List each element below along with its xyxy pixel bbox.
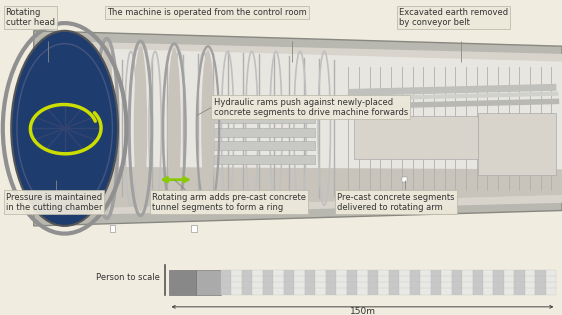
- Bar: [410, 270, 420, 295]
- Ellipse shape: [100, 43, 114, 214]
- Polygon shape: [51, 41, 562, 216]
- Bar: [336, 270, 347, 295]
- Bar: [214, 141, 315, 151]
- Bar: [214, 100, 315, 109]
- Bar: [169, 270, 196, 295]
- Bar: [504, 270, 514, 295]
- Bar: [546, 270, 556, 295]
- Bar: [478, 113, 556, 175]
- Bar: [232, 270, 242, 295]
- Bar: [441, 270, 451, 295]
- Text: Pressure is maintained
in the cutting chamber: Pressure is maintained in the cutting ch…: [6, 192, 102, 212]
- Bar: [420, 270, 430, 295]
- Text: Person to scale: Person to scale: [96, 272, 160, 282]
- Bar: [263, 270, 273, 295]
- Bar: [242, 270, 252, 295]
- Bar: [221, 270, 232, 295]
- Bar: [305, 270, 315, 295]
- Text: Hydraulic rams push against newly-placed
concrete segments to drive machine forw: Hydraulic rams push against newly-placed…: [214, 98, 408, 117]
- Bar: [493, 270, 504, 295]
- Bar: [483, 270, 493, 295]
- Polygon shape: [34, 31, 562, 226]
- Bar: [525, 270, 536, 295]
- Bar: [347, 270, 357, 295]
- Bar: [388, 270, 399, 295]
- Ellipse shape: [201, 50, 215, 206]
- Bar: [462, 270, 473, 295]
- Bar: [399, 270, 410, 295]
- Text: Rotating
cutter head: Rotating cutter head: [6, 8, 55, 27]
- Bar: [473, 270, 483, 295]
- Bar: [214, 114, 315, 123]
- Bar: [378, 270, 388, 295]
- Text: The machine is operated from the control room: The machine is operated from the control…: [107, 8, 306, 17]
- Ellipse shape: [167, 48, 181, 209]
- Bar: [357, 270, 368, 295]
- Bar: [110, 226, 115, 232]
- Bar: [284, 270, 294, 295]
- Text: Pre-cast concrete segments
delivered to rotating arm: Pre-cast concrete segments delivered to …: [337, 192, 455, 212]
- Bar: [368, 270, 378, 295]
- Bar: [451, 270, 462, 295]
- Bar: [354, 116, 478, 159]
- Ellipse shape: [134, 45, 147, 211]
- Bar: [196, 270, 221, 295]
- Polygon shape: [107, 49, 562, 208]
- Bar: [191, 226, 197, 232]
- Bar: [273, 270, 284, 295]
- Bar: [294, 270, 305, 295]
- Bar: [326, 270, 336, 295]
- Bar: [214, 128, 315, 137]
- Bar: [252, 270, 263, 295]
- Bar: [402, 177, 407, 182]
- Bar: [214, 155, 315, 164]
- Text: 150m: 150m: [350, 307, 375, 315]
- Bar: [430, 270, 441, 295]
- Polygon shape: [107, 167, 562, 208]
- Bar: [315, 270, 326, 295]
- Bar: [536, 270, 546, 295]
- Ellipse shape: [11, 31, 118, 226]
- Text: Rotating arm adds pre-cast concrete
tunnel segments to form a ring: Rotating arm adds pre-cast concrete tunn…: [152, 192, 306, 212]
- Bar: [514, 270, 525, 295]
- Text: Excavated earth removed
by conveyor belt: Excavated earth removed by conveyor belt: [399, 8, 508, 27]
